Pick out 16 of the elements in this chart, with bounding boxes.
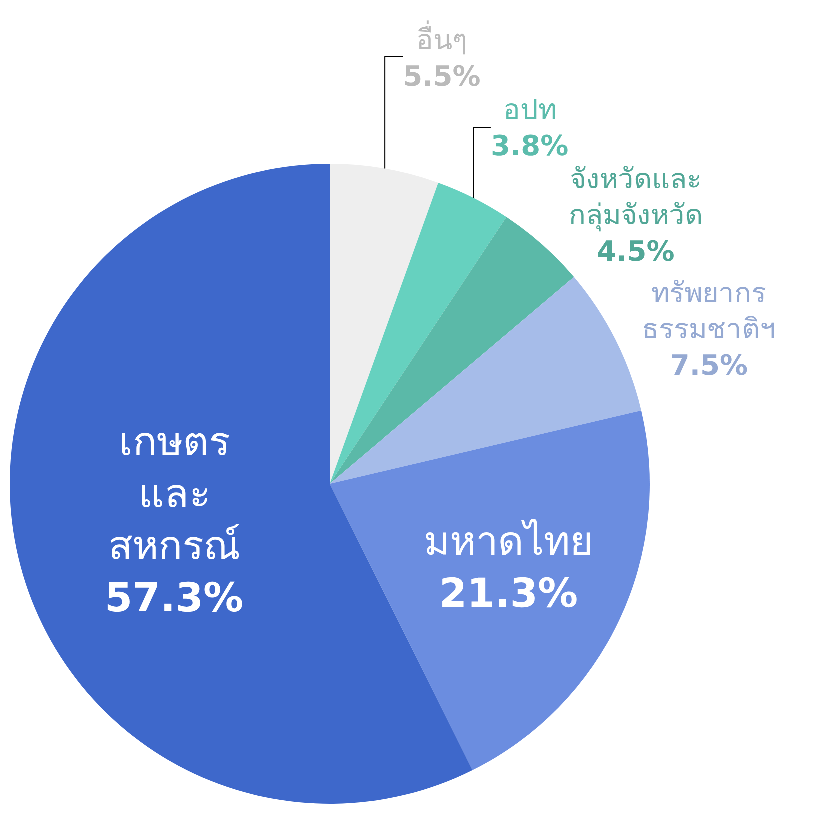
slice-label: ทรัพยากร ธรรมชาติฯ (642, 276, 776, 346)
data-label: 21.3% (439, 570, 578, 617)
slice-label: เกษตร และ สหกรณ์ (108, 420, 240, 570)
slice-label: มหาดไทย (424, 518, 594, 565)
slice-label: อื่นๆ (416, 20, 468, 57)
data-label: 7.5% (670, 349, 748, 382)
data-label: 5.5% (403, 60, 481, 93)
pie-slice (330, 410, 650, 770)
data-label: 3.8% (490, 129, 569, 162)
pie-slice (330, 182, 507, 484)
data-label: 57.3% (104, 576, 244, 622)
data-label: 4.5% (597, 235, 675, 268)
slice-label: อปท (503, 92, 556, 126)
pie-slice (330, 164, 438, 484)
pie-slice (330, 277, 642, 484)
slice-label: จังหวัดและ กลุ่มจังหวัด (568, 162, 703, 233)
